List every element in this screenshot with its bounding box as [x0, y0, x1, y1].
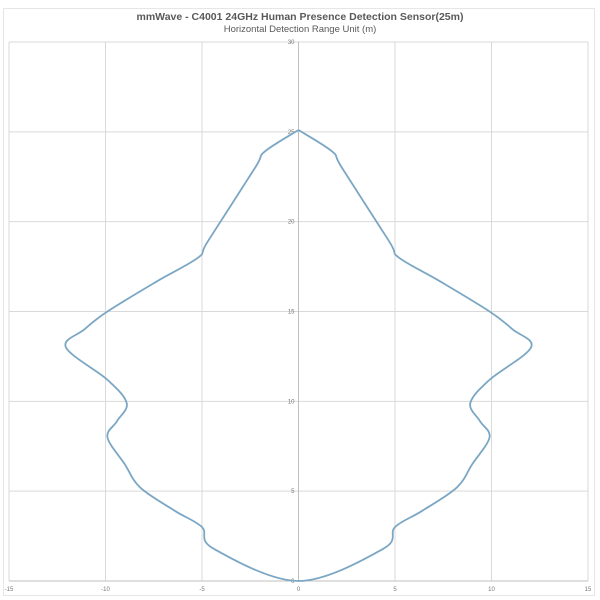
y-tick-label: 5: [291, 489, 295, 495]
y-tick-label: 30: [288, 40, 295, 46]
x-tick-label: -10: [101, 587, 110, 593]
chart-frame: [3, 8, 595, 596]
x-tick-label: -15: [5, 587, 14, 593]
y-tick-label: 10: [288, 399, 295, 405]
x-tick-label: 0: [297, 587, 301, 593]
x-tick-label: -5: [199, 587, 205, 593]
y-tick-label: 25: [288, 130, 295, 136]
x-tick-label: 5: [393, 587, 397, 593]
x-tick-label: 15: [585, 587, 592, 593]
y-tick-label: 0: [291, 579, 295, 585]
chart-subtitle: Horizontal Detection Range Unit (m): [223, 24, 377, 35]
detection-range-line: [64, 129, 533, 582]
y-tick-label: 15: [288, 310, 295, 316]
y-tick-label: 20: [288, 220, 295, 226]
x-tick-label: 10: [488, 587, 495, 593]
chart-title: mmWave - C4001 24GHz Human Presence Dete…: [136, 11, 464, 23]
